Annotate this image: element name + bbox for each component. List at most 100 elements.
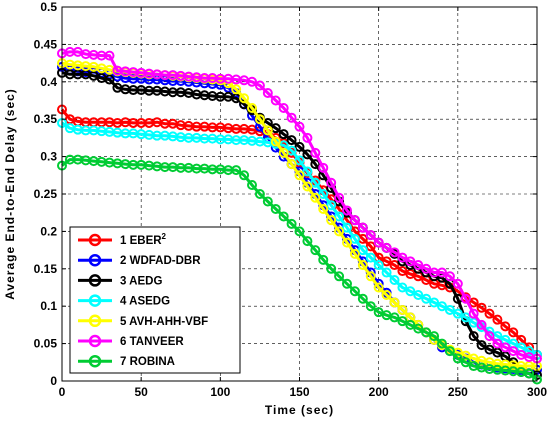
data-point (452, 308, 463, 319)
data-point (286, 135, 297, 146)
data-point (429, 331, 440, 342)
data-point (286, 218, 297, 229)
data-point (270, 136, 281, 147)
x-tick-label: 250 (448, 385, 468, 399)
data-point (262, 125, 273, 136)
data-point (397, 316, 408, 327)
data-point (302, 236, 313, 247)
legend-swatch-marker (88, 294, 102, 307)
data-point (476, 302, 487, 313)
legend: 1 EBER2 2 WDFAD-DBR 3 AEDG 4 ASEDG 5 AVH-AHH… (69, 226, 241, 374)
data-point (357, 222, 368, 233)
data-point (373, 237, 384, 248)
data-point (476, 340, 487, 351)
data-point (254, 80, 265, 91)
data-point (342, 205, 352, 216)
y-tick-label: 0.1 (40, 299, 57, 313)
data-point (278, 102, 289, 113)
data-point (326, 200, 337, 211)
y-tick-label: 0.15 (34, 262, 58, 276)
data-point (365, 230, 376, 241)
legend-label: 1 EBER2 (120, 232, 167, 247)
data-point (349, 286, 360, 297)
legend-label: 5 AVH-AHH-VBF (120, 316, 208, 328)
data-point (500, 321, 511, 332)
data-point (492, 314, 503, 325)
data-point (342, 237, 352, 248)
data-point (460, 357, 471, 368)
y-tick-label: 0.5 (40, 0, 57, 14)
y-tick-label: 0.3 (40, 150, 57, 164)
data-point (437, 338, 447, 349)
data-point (302, 166, 313, 177)
data-point (334, 226, 345, 237)
x-tick-label: 0 (59, 385, 66, 399)
data-point (389, 312, 400, 323)
data-point (365, 252, 376, 263)
data-point (389, 247, 400, 258)
data-point (278, 129, 289, 140)
y-tick-label: 0.45 (34, 37, 58, 51)
data-point (413, 289, 424, 300)
x-tick-label: 50 (134, 385, 148, 399)
data-point (397, 282, 408, 293)
data-point (342, 222, 352, 233)
data-point (389, 297, 400, 308)
data-point (278, 147, 289, 158)
data-point (286, 159, 297, 170)
data-point (421, 263, 432, 274)
data-point (444, 346, 455, 357)
y-tick-label: 0.35 (34, 112, 58, 126)
data-point (326, 263, 337, 274)
data-point (397, 304, 408, 315)
data-point (484, 331, 495, 342)
series-line (61, 158, 538, 381)
legend-label: 3 AEDG (120, 275, 162, 287)
data-point (381, 242, 392, 253)
data-point (294, 226, 305, 237)
y-tick-label: 0 (50, 374, 57, 388)
data-point (270, 95, 281, 106)
data-point (468, 297, 479, 308)
data-point (437, 267, 447, 278)
data-point (413, 260, 424, 271)
data-point (405, 256, 416, 267)
axis-ticks: 0 50 100 150 200 250 300 0 0.05 0.1 0.15 0.2 0.25 0.3… (34, 0, 548, 399)
legend-swatch-marker (88, 334, 102, 348)
data-point (294, 170, 305, 181)
data-point (484, 308, 495, 319)
series-6 (57, 46, 542, 364)
data-point (500, 342, 511, 353)
y-tick-label: 0.4 (40, 75, 57, 89)
data-point (397, 252, 408, 263)
data-point (254, 114, 265, 125)
data-point (365, 301, 376, 312)
data-point (389, 260, 400, 271)
legend-label: 6 TANVEER (120, 336, 184, 348)
data-point (468, 308, 479, 319)
data-point (270, 203, 281, 214)
y-tick-label: 0.05 (34, 337, 58, 351)
data-point (492, 338, 503, 349)
data-point (318, 254, 329, 265)
data-point (421, 327, 432, 338)
data-point (508, 327, 519, 338)
data-point (381, 256, 392, 267)
y-tick-label: 0.25 (34, 187, 58, 201)
data-point (247, 102, 257, 113)
data-point (318, 203, 329, 214)
data-point (357, 245, 368, 256)
x-tick-label: 200 (369, 385, 389, 399)
legend-item: 3 AEDG (78, 274, 162, 287)
legend-swatch-marker (88, 253, 102, 267)
data-point (429, 297, 440, 308)
x-tick-label: 300 (527, 385, 547, 399)
data-point (389, 275, 400, 286)
data-point (365, 271, 376, 282)
data-point (286, 112, 297, 123)
data-point (460, 293, 471, 304)
data-point (421, 293, 432, 304)
data-point (444, 271, 455, 282)
data-point (104, 50, 115, 61)
